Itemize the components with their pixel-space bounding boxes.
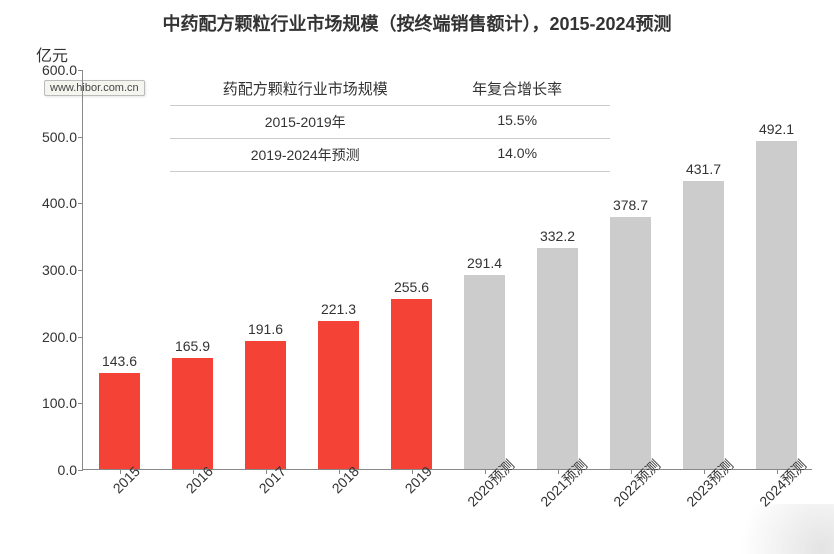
plot: 0.0100.0200.0300.0400.0500.0600.0143.620… xyxy=(82,70,812,470)
bar: 431.7 xyxy=(683,181,723,469)
y-tick-mark xyxy=(78,70,83,71)
bar: 255.6 xyxy=(391,299,431,469)
y-tick-label: 600.0 xyxy=(42,62,83,78)
bar: 191.6 xyxy=(245,341,285,469)
bar: 143.6 xyxy=(99,373,139,469)
y-tick-mark xyxy=(78,403,83,404)
watermark-blob xyxy=(714,504,834,554)
bar-value-label: 143.6 xyxy=(102,353,137,373)
bar: 492.1 xyxy=(756,141,796,469)
bar: 291.4 xyxy=(464,275,504,469)
chart-title: 中药配方颗粒行业市场规模（按终端销售额计），2015-2024预测 xyxy=(0,0,834,36)
bar: 378.7 xyxy=(610,217,650,469)
y-tick-mark xyxy=(78,337,83,338)
bar: 221.3 xyxy=(318,321,358,469)
bar-value-label: 291.4 xyxy=(467,255,502,275)
y-tick-mark xyxy=(78,470,83,471)
y-tick-label: 500.0 xyxy=(42,129,83,145)
y-tick-label: 100.0 xyxy=(42,395,83,411)
y-tick-mark xyxy=(78,137,83,138)
bar-value-label: 332.2 xyxy=(540,228,575,248)
bar-value-label: 191.6 xyxy=(248,321,283,341)
bar-value-label: 255.6 xyxy=(394,279,429,299)
y-tick-mark xyxy=(78,270,83,271)
bar-value-label: 378.7 xyxy=(613,197,648,217)
y-tick-label: 300.0 xyxy=(42,262,83,278)
bar: 332.2 xyxy=(537,248,577,469)
bar-value-label: 165.9 xyxy=(175,338,210,358)
y-tick-label: 200.0 xyxy=(42,329,83,345)
bar: 165.9 xyxy=(172,358,212,469)
y-tick-mark xyxy=(78,203,83,204)
bar-value-label: 431.7 xyxy=(686,161,721,181)
chart-area: 0.0100.0200.0300.0400.0500.0600.0143.620… xyxy=(82,70,812,470)
bar-value-label: 221.3 xyxy=(321,301,356,321)
y-tick-label: 400.0 xyxy=(42,195,83,211)
bar-value-label: 492.1 xyxy=(759,121,794,141)
